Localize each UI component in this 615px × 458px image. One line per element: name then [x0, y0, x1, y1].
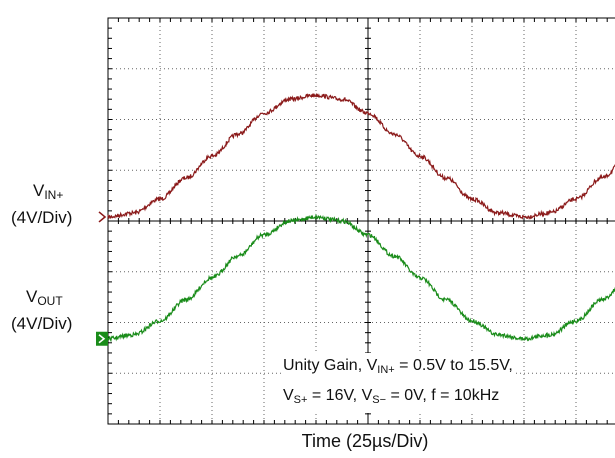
annot-l2-b: = 16V, V [307, 387, 373, 404]
vin-scale-text: (4V/Div) [11, 208, 73, 227]
annotation-line-1: Unity Gain, VIN+ = 0.5V to 15.5V, [283, 353, 513, 383]
vout-label-main: V [26, 287, 38, 306]
vout-scale-label: (4V/Div) [11, 314, 72, 334]
annot-l2-a: V [283, 387, 294, 404]
vin-channel-label: VIN+ [33, 181, 63, 205]
vout-scale-text: (4V/Div) [11, 314, 73, 333]
vin-label-main: V [33, 181, 45, 200]
vout-channel-label: VOUT [26, 287, 63, 311]
vout-ground-marker-icon [96, 331, 108, 346]
annot-l2-c: = 0V, f = 10kHz [386, 387, 500, 404]
vout-label-sub: OUT [37, 294, 63, 308]
trace-vout [107, 213, 615, 343]
vin-ground-marker-icon [98, 211, 107, 223]
vin-label-sub: IN+ [44, 188, 64, 202]
trace-vin [107, 93, 615, 220]
annot-l2-sub2: S− [372, 394, 386, 406]
annot-l1-sub: IN+ [377, 364, 395, 376]
annot-l1-a: Unity Gain, V [283, 357, 378, 374]
vin-scale-label: (4V/Div) [11, 208, 72, 228]
vout-marker-arrow-icon [98, 334, 106, 344]
x-axis-label: Time (25µs/Div) [301, 431, 429, 451]
annotation-line-2: VS+ = 16V, VS− = 0V, f = 10kHz [283, 383, 513, 413]
annot-l2-sub1: S+ [293, 394, 308, 406]
test-conditions-annotation: Unity Gain, VIN+ = 0.5V to 15.5V, VS+ = … [283, 353, 513, 413]
chart-grid [107, 17, 615, 425]
chart-traces [107, 93, 615, 343]
annot-l1-b: = 0.5V to 15.5V, [394, 357, 513, 374]
channel-markers [96, 211, 108, 346]
